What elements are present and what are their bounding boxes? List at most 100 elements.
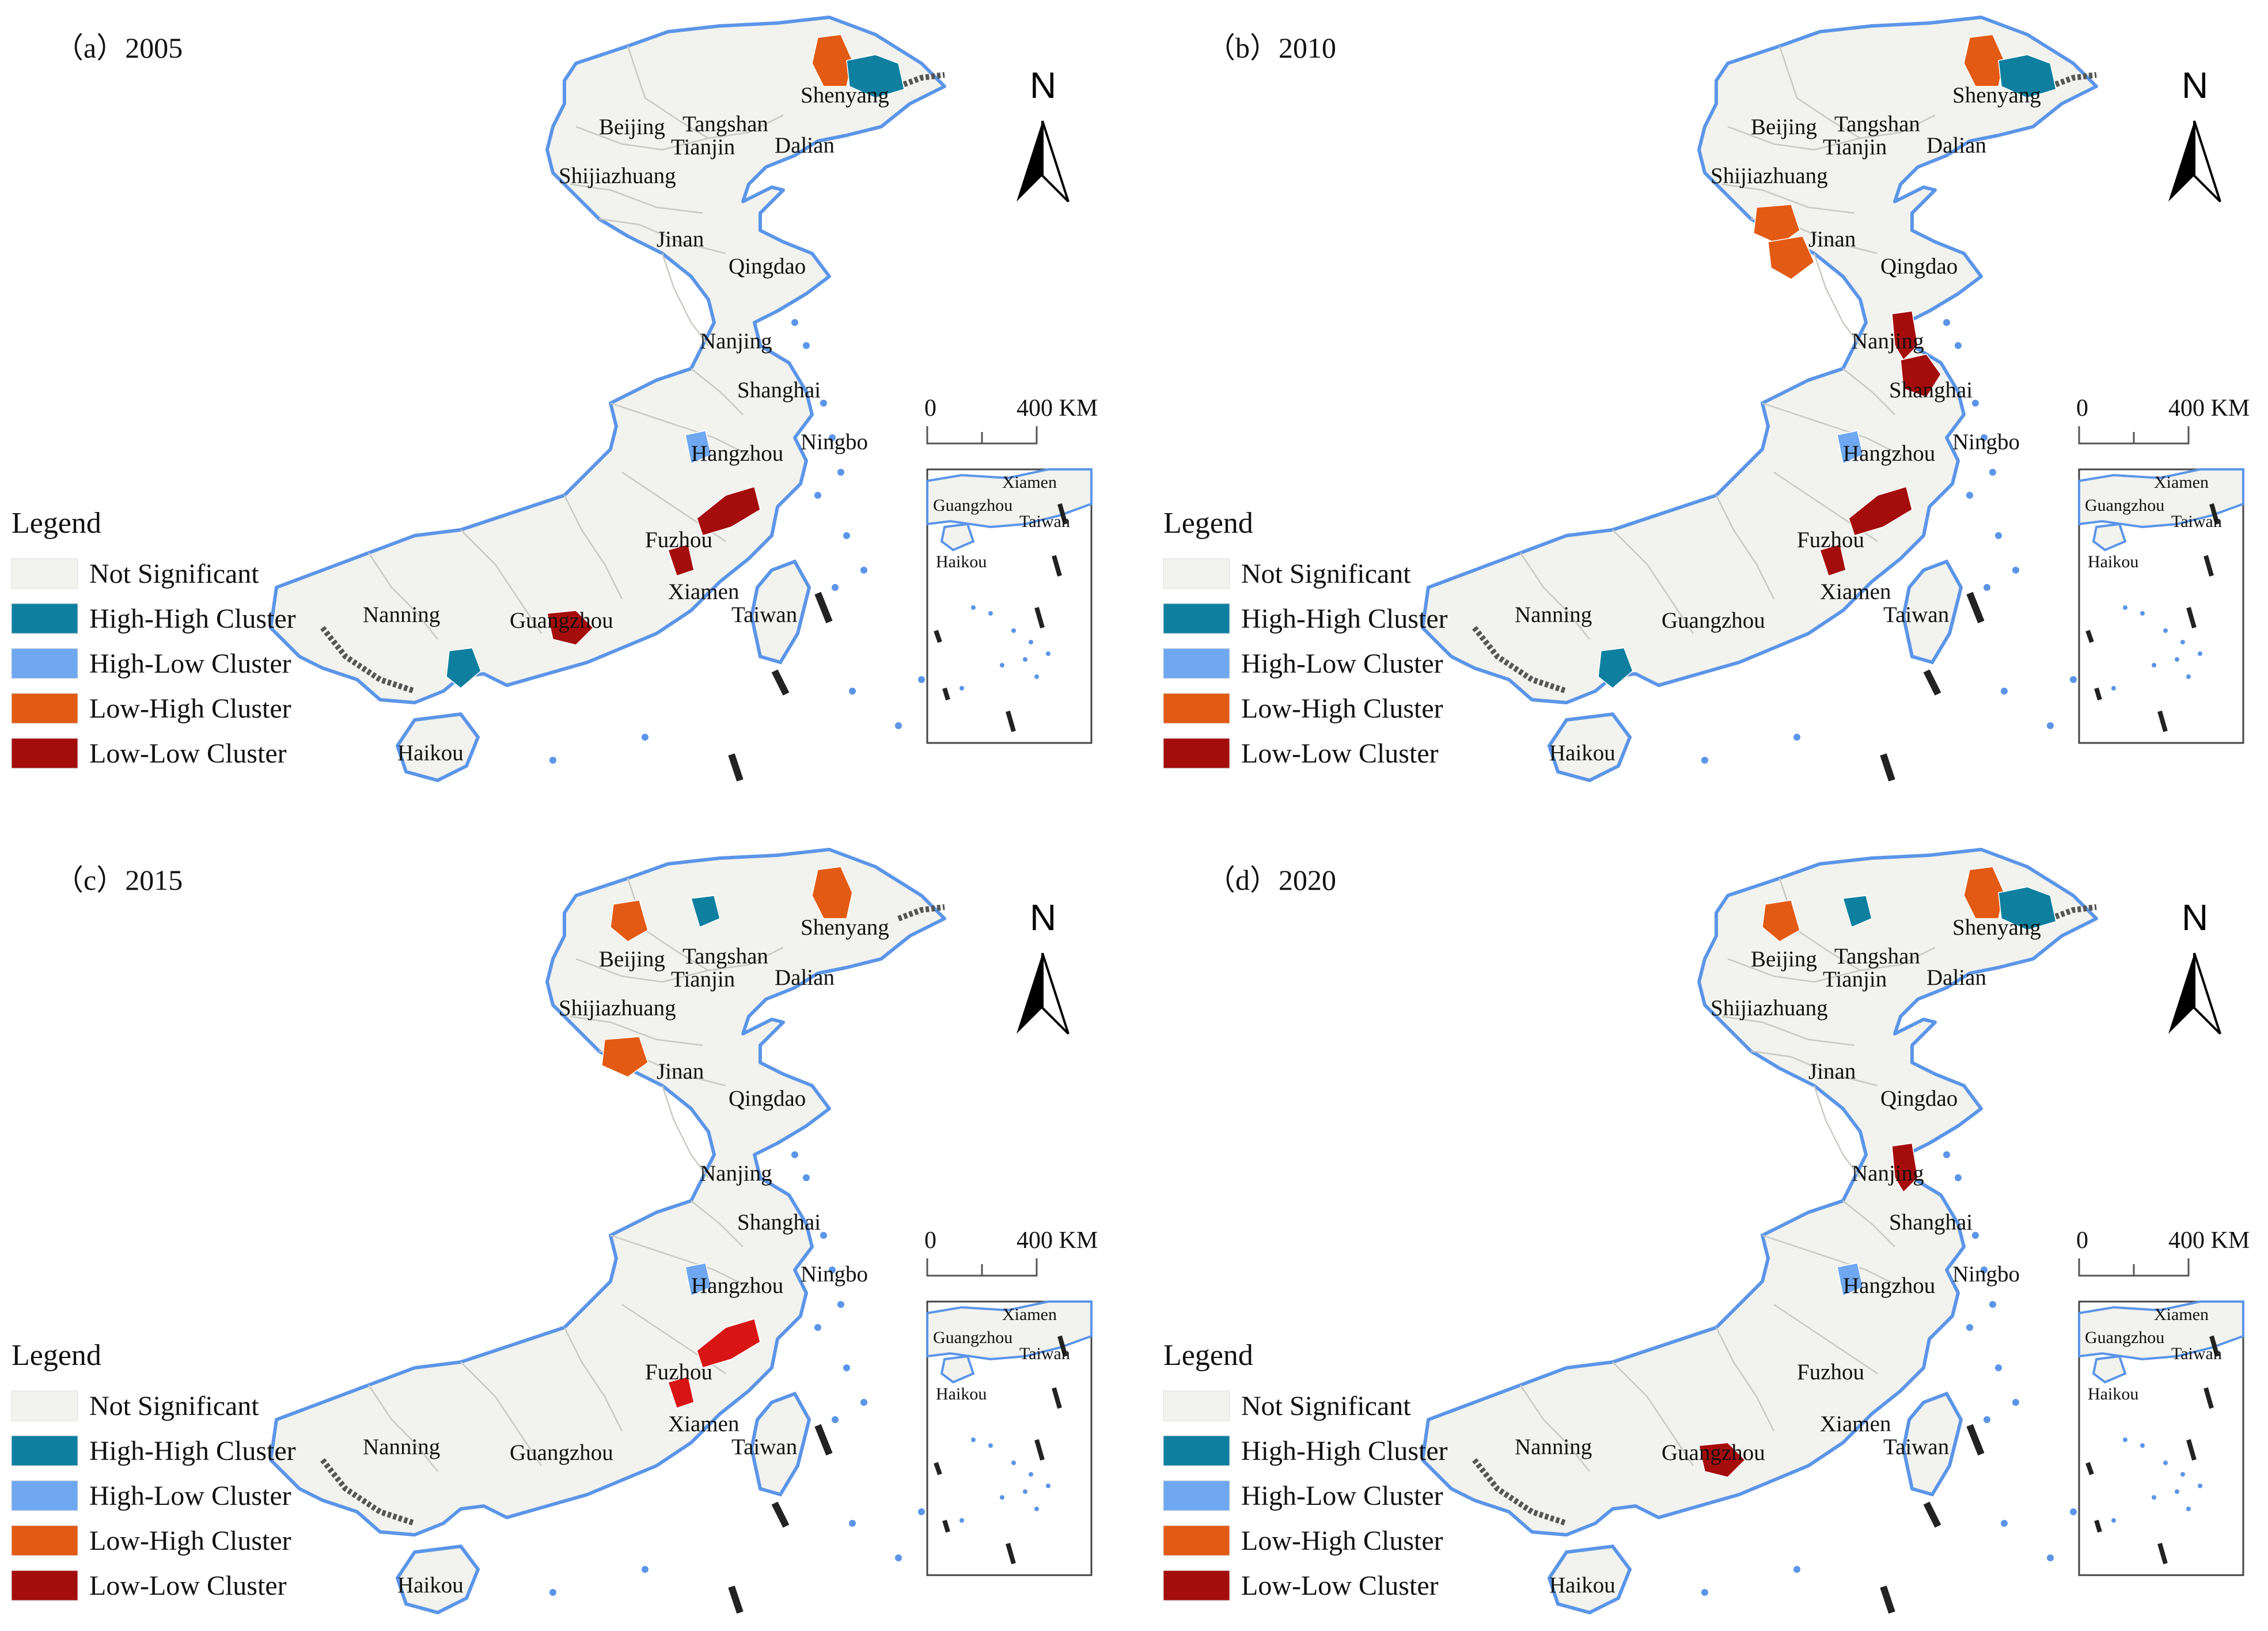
island-dot xyxy=(849,1520,856,1527)
island-dot xyxy=(1983,584,1990,591)
city-label-shijiazhuang: Shijiazhuang xyxy=(1711,996,1828,1021)
city-label-haikou: Haikou xyxy=(1549,741,1615,765)
province-boundary xyxy=(1860,946,1936,972)
island-dot xyxy=(1701,1589,1708,1596)
island-dot xyxy=(837,1301,844,1308)
province-boundary xyxy=(1727,958,1861,983)
legend-label: Low-High Cluster xyxy=(89,693,291,724)
cluster-region-hangzhou xyxy=(1837,1262,1864,1297)
city-label-tianjin: Tianjin xyxy=(1823,967,1887,992)
legend-label: Low-High Cluster xyxy=(1241,693,1443,724)
cluster-region-hangzhou xyxy=(1837,430,1864,465)
inset-city-guangzhou: Guangzhou xyxy=(2085,496,2164,515)
city-label-haikou: Haikou xyxy=(397,1573,464,1598)
province-boundary xyxy=(708,946,784,972)
city-label-shenyang: Shenyang xyxy=(1952,915,2041,940)
city-label-haikou: Haikou xyxy=(397,741,464,765)
province-boundary xyxy=(1727,126,1861,151)
scale-bar: 0 400 KM xyxy=(924,1227,1098,1277)
city-label-shanghai: Shanghai xyxy=(737,378,821,403)
island-dot xyxy=(1989,1301,1996,1308)
land-border xyxy=(320,625,416,694)
island-dot xyxy=(832,584,839,591)
island-dot xyxy=(918,676,925,683)
province-boundary xyxy=(1715,1327,1775,1432)
legend-label: High-Low Cluster xyxy=(1241,648,1443,679)
inset-boundary-segment xyxy=(934,1462,942,1476)
province-boundary xyxy=(575,958,709,983)
province-boundary xyxy=(627,45,709,139)
inset-city-taiwan: Taiwan xyxy=(2171,1344,2222,1363)
cluster-region-fuzhou-north xyxy=(696,1318,761,1368)
legend-swatch xyxy=(11,648,78,679)
city-label-haikou: Haikou xyxy=(1549,1573,1615,1598)
island-dot xyxy=(843,1364,850,1371)
island-dot xyxy=(642,1566,648,1573)
legend-title: Legend xyxy=(1163,1339,1253,1372)
maritime-boundary-segment xyxy=(771,1501,790,1528)
city-label-jinan: Jinan xyxy=(1808,227,1856,252)
inset-city-haikou: Haikou xyxy=(936,552,987,571)
north-arrow-icon: N xyxy=(2168,897,2221,1035)
island-dot xyxy=(1966,492,1973,499)
province-boundary xyxy=(575,126,709,151)
island-dot xyxy=(820,400,827,407)
cluster-region-shenyang-west xyxy=(811,866,853,919)
cluster-region-beijing xyxy=(1762,900,1800,942)
island-dot xyxy=(918,1508,925,1515)
city-label-ningbo: Ningbo xyxy=(1952,1262,2020,1287)
inset-boundary-segment xyxy=(934,629,942,643)
inset-map: Xiamen Guangzhou Taiwan Haikou xyxy=(2078,468,2244,744)
panel-title: （a）2005 xyxy=(55,32,183,64)
city-label-taiwan: Taiwan xyxy=(731,1435,797,1459)
inset-island-dot xyxy=(1034,674,1039,679)
inset-island-dot xyxy=(2140,611,2145,616)
inset-land xyxy=(2078,468,2244,529)
island-dot xyxy=(1943,1151,1950,1158)
province-boundary xyxy=(1519,552,1590,640)
island-dot xyxy=(1981,434,1988,441)
legend-swatch xyxy=(1163,558,1230,589)
island-dot xyxy=(2001,688,2008,695)
land-border xyxy=(320,1458,416,1526)
island-dot xyxy=(803,1174,810,1181)
maritime-boundary-segment xyxy=(728,753,744,782)
city-label-nanning: Nanning xyxy=(363,602,440,627)
inset-city-xiamen: Xiamen xyxy=(2154,1305,2209,1324)
legend-swatch xyxy=(1163,693,1230,724)
legend-swatch xyxy=(1163,1390,1230,1421)
taiwan-island xyxy=(749,559,811,665)
inset-boundary-segment xyxy=(1006,1542,1016,1565)
inset-boundary-segment xyxy=(1052,1387,1062,1409)
land-border xyxy=(1472,1458,1568,1526)
inset-boundary-segment xyxy=(942,1519,950,1533)
city-label-hangzhou: Hangzhou xyxy=(1843,1273,1935,1298)
maritime-boundary-segment xyxy=(1880,753,1895,782)
province-boundary xyxy=(1813,1085,1861,1178)
legend-label: High-Low Cluster xyxy=(89,1481,291,1511)
inset-island-dot xyxy=(971,605,976,610)
island-dot xyxy=(895,1554,902,1561)
city-label-tangshan: Tangshan xyxy=(1834,112,1920,136)
island-dot xyxy=(1989,469,1996,476)
city-label-taiwan: Taiwan xyxy=(1883,602,1949,627)
cluster-region-shenyang-east xyxy=(846,54,905,98)
island-dot xyxy=(1793,1566,1800,1573)
inset-island-dot xyxy=(2180,640,2185,644)
city-label-shanghai: Shanghai xyxy=(1889,1210,1973,1235)
maritime-boundary-segment xyxy=(728,1586,744,1614)
province-boundary xyxy=(610,1234,761,1294)
city-label-tangshan: Tangshan xyxy=(682,112,768,136)
legend-swatch xyxy=(11,603,78,634)
cluster-region-jinan-south xyxy=(1768,236,1815,280)
inset-island-dot xyxy=(2123,605,2127,610)
legend-label: High-High Cluster xyxy=(89,604,296,634)
legend-swatch xyxy=(11,1435,78,1466)
inset-island-dot xyxy=(1023,1489,1027,1494)
taiwan-island xyxy=(1901,559,1963,665)
province-boundary xyxy=(1813,253,1861,346)
cluster-region-fuzhou-south xyxy=(667,544,695,576)
island-dot xyxy=(1701,757,1708,764)
city-label-ningbo: Ningbo xyxy=(801,1262,868,1287)
